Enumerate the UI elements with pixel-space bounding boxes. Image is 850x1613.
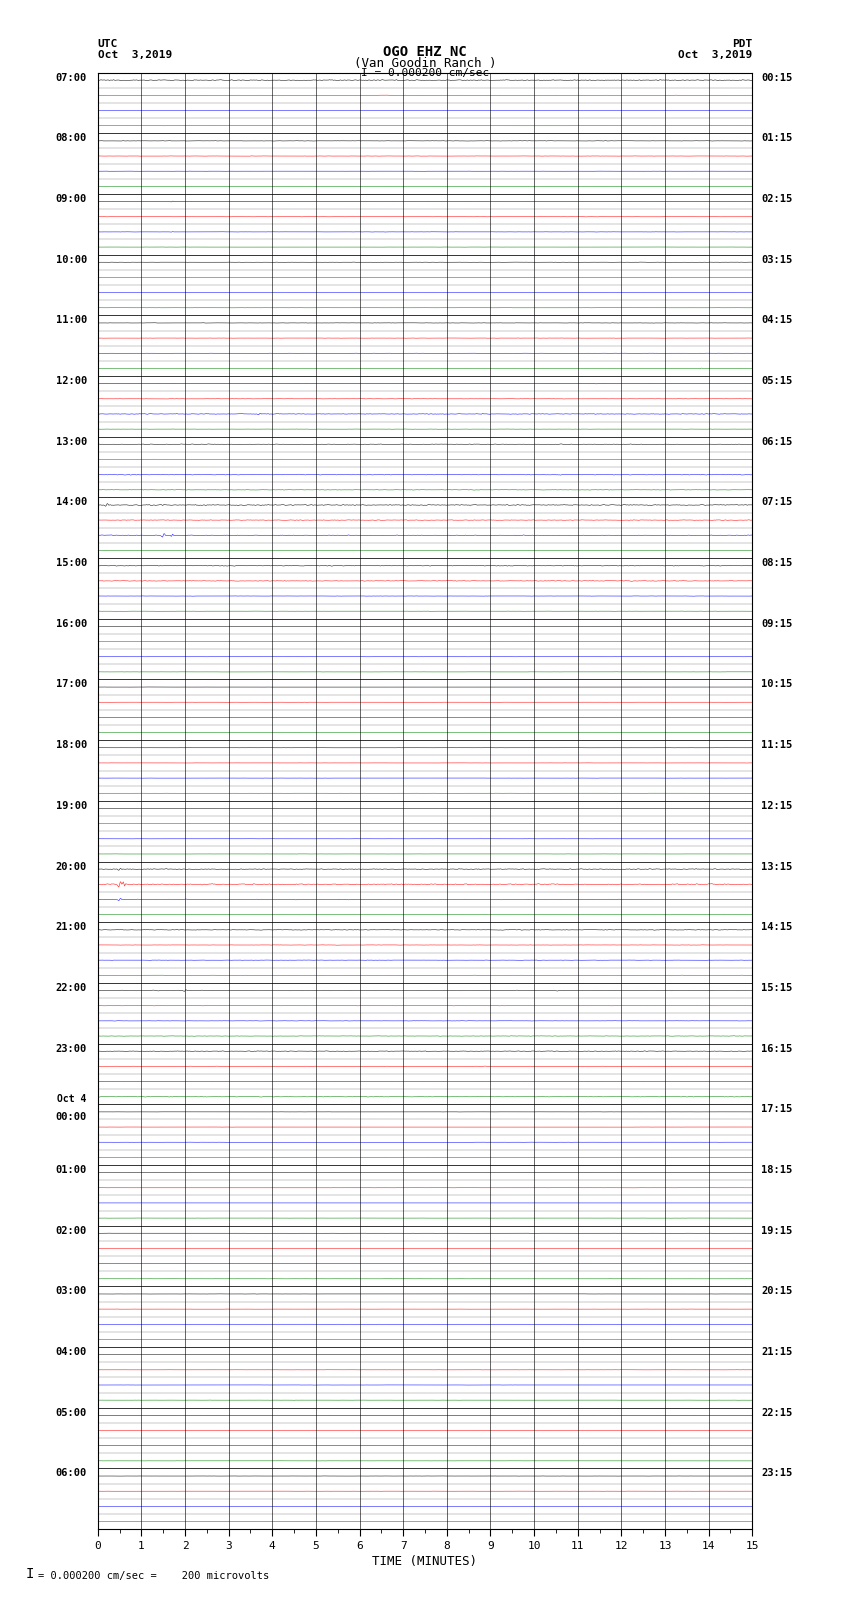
Text: 09:00: 09:00 [55,194,87,203]
Text: Oct  3,2019: Oct 3,2019 [98,50,172,60]
Text: 04:15: 04:15 [761,316,792,326]
Text: 14:15: 14:15 [761,923,792,932]
Text: 17:00: 17:00 [55,679,87,689]
Text: Oct 4: Oct 4 [58,1094,87,1103]
Text: 22:15: 22:15 [761,1408,792,1418]
Text: = 0.000200 cm/sec =    200 microvolts: = 0.000200 cm/sec = 200 microvolts [38,1571,269,1581]
Text: 03:00: 03:00 [55,1287,87,1297]
Text: Oct  3,2019: Oct 3,2019 [678,50,752,60]
Text: 07:15: 07:15 [761,497,792,508]
Text: 08:00: 08:00 [55,134,87,144]
Text: 23:00: 23:00 [55,1044,87,1053]
Text: 08:15: 08:15 [761,558,792,568]
Text: 14:00: 14:00 [55,497,87,508]
Text: I = 0.000200 cm/sec: I = 0.000200 cm/sec [361,68,489,77]
Text: 11:00: 11:00 [55,316,87,326]
Text: 11:15: 11:15 [761,740,792,750]
Text: 04:00: 04:00 [55,1347,87,1357]
Text: 16:00: 16:00 [55,619,87,629]
Text: OGO EHZ NC: OGO EHZ NC [383,45,467,60]
Text: 23:15: 23:15 [761,1468,792,1479]
Text: 15:15: 15:15 [761,982,792,994]
Text: 10:00: 10:00 [55,255,87,265]
Text: UTC: UTC [98,39,118,48]
Text: 20:00: 20:00 [55,861,87,871]
Text: 02:15: 02:15 [761,194,792,203]
Text: I: I [26,1566,34,1581]
Text: 09:15: 09:15 [761,619,792,629]
Text: 21:15: 21:15 [761,1347,792,1357]
Text: (Van Goodin Ranch ): (Van Goodin Ranch ) [354,58,496,71]
Text: 12:00: 12:00 [55,376,87,386]
Text: 01:15: 01:15 [761,134,792,144]
Text: PDT: PDT [732,39,752,48]
Text: 13:15: 13:15 [761,861,792,871]
Text: 17:15: 17:15 [761,1105,792,1115]
Text: 20:15: 20:15 [761,1287,792,1297]
Text: 00:15: 00:15 [761,73,792,82]
Text: 19:15: 19:15 [761,1226,792,1236]
Text: 22:00: 22:00 [55,982,87,994]
Text: 18:00: 18:00 [55,740,87,750]
Text: 12:15: 12:15 [761,802,792,811]
Text: 15:00: 15:00 [55,558,87,568]
Text: 02:00: 02:00 [55,1226,87,1236]
Text: 05:15: 05:15 [761,376,792,386]
Text: 06:00: 06:00 [55,1468,87,1479]
Text: 07:00: 07:00 [55,73,87,82]
Text: 03:15: 03:15 [761,255,792,265]
Text: 16:15: 16:15 [761,1044,792,1053]
Text: 00:00: 00:00 [55,1111,87,1123]
Text: 18:15: 18:15 [761,1165,792,1174]
Text: 01:00: 01:00 [55,1165,87,1174]
Text: 19:00: 19:00 [55,802,87,811]
Text: 10:15: 10:15 [761,679,792,689]
Text: 05:00: 05:00 [55,1408,87,1418]
X-axis label: TIME (MINUTES): TIME (MINUTES) [372,1555,478,1568]
Text: 13:00: 13:00 [55,437,87,447]
Text: 06:15: 06:15 [761,437,792,447]
Text: 21:00: 21:00 [55,923,87,932]
